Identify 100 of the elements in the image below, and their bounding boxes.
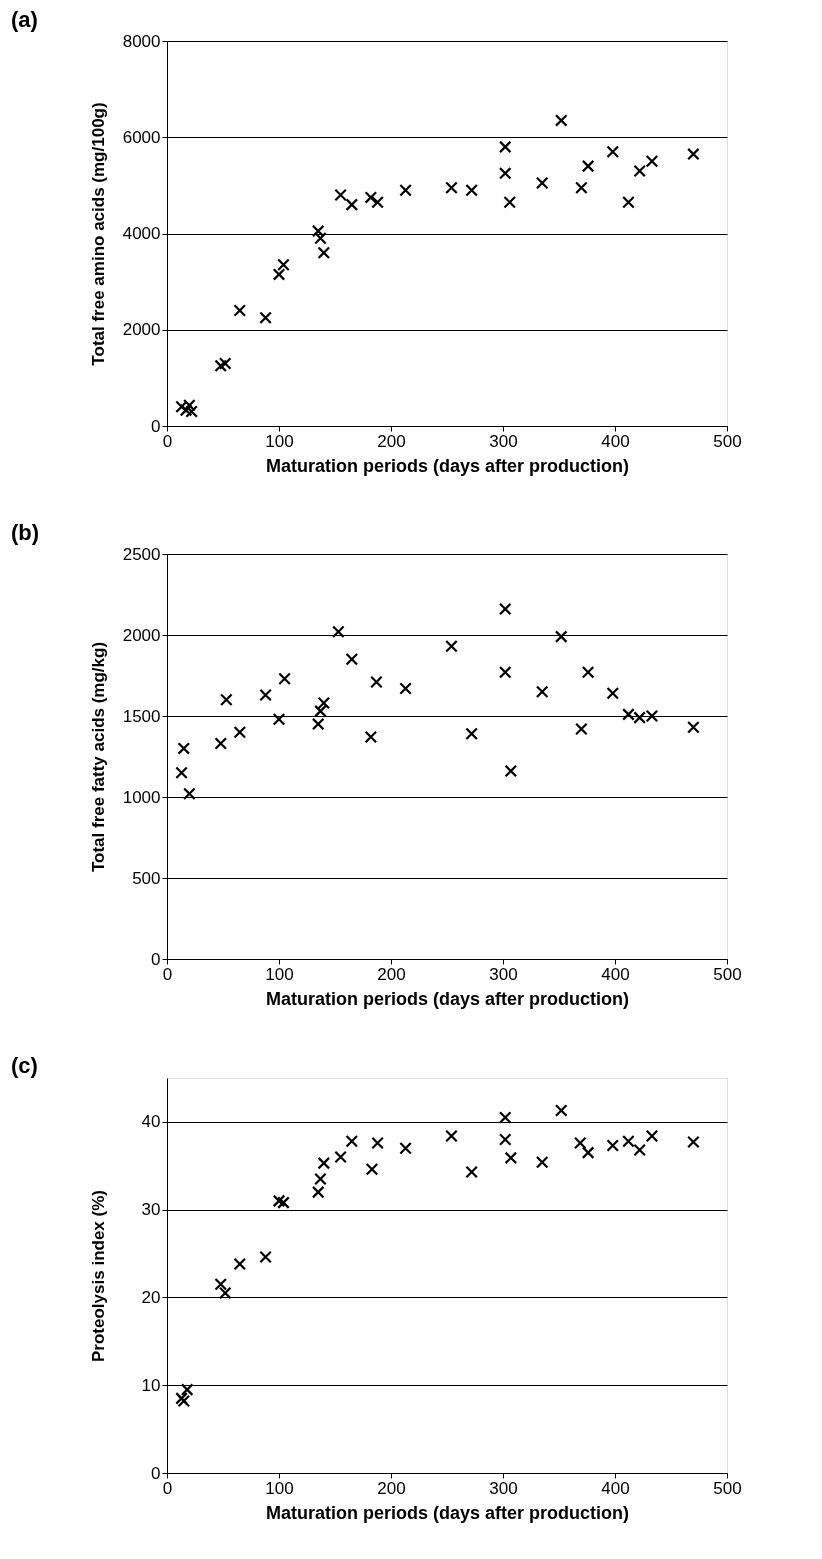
point [272, 712, 286, 726]
point [633, 164, 646, 178]
point [180, 1383, 194, 1396]
y-tick-label: 0 [151, 1463, 161, 1483]
x-axis-title: Maturation periods (days after production) [265, 988, 630, 1009]
x-tick-label: 300 [489, 1478, 518, 1498]
point [687, 147, 700, 161]
y-tick-label: 1500 [122, 706, 161, 726]
point [311, 224, 325, 238]
point [498, 140, 512, 154]
point [272, 268, 286, 281]
point [259, 1250, 272, 1264]
point [581, 159, 595, 173]
point [317, 696, 331, 710]
y-tick-label: 2500 [122, 544, 161, 564]
point [465, 1165, 478, 1179]
point [445, 1129, 458, 1143]
point [581, 665, 595, 679]
point [371, 1136, 384, 1150]
point [535, 176, 549, 190]
point [399, 682, 412, 695]
point [554, 630, 568, 643]
point [214, 737, 228, 750]
point [399, 183, 412, 197]
point [175, 766, 188, 780]
point [183, 787, 196, 801]
point [687, 721, 700, 734]
point [233, 304, 247, 317]
point [177, 742, 191, 755]
y-tick-label: 2000 [122, 320, 161, 340]
point [687, 1135, 700, 1149]
point [498, 167, 512, 180]
chart-title: (c) [11, 1053, 38, 1078]
chart-title: (b) [11, 520, 40, 545]
point [445, 640, 458, 653]
point [399, 1141, 412, 1155]
y-tick-label: 10 [141, 1375, 161, 1395]
y-tick-label: 500 [132, 868, 161, 888]
point [535, 685, 549, 699]
x-tick-label: 200 [377, 1478, 406, 1498]
point [259, 311, 272, 325]
point [498, 602, 512, 616]
point [233, 1257, 247, 1271]
y-tick-label: 20 [141, 1287, 161, 1307]
point [345, 1134, 359, 1148]
y-tick-label: 2000 [122, 625, 161, 645]
point [317, 1156, 331, 1170]
point [214, 359, 228, 373]
point [345, 652, 359, 666]
point [345, 198, 359, 211]
x-tick-label: 400 [601, 431, 630, 451]
x-tick-label: 500 [713, 964, 742, 984]
point [465, 727, 478, 741]
point [371, 195, 384, 209]
x-tick-label: 400 [601, 964, 630, 984]
point [334, 1150, 347, 1164]
point [277, 1196, 290, 1209]
point [314, 1172, 327, 1186]
point [311, 1185, 325, 1199]
point [334, 188, 347, 202]
point [233, 725, 247, 739]
y-tick-label: 4000 [122, 224, 161, 243]
y-axis-title: Total free fatty acids (mg/kg) [88, 641, 108, 873]
x-tick-label: 200 [377, 964, 406, 984]
point [332, 625, 345, 639]
point [575, 181, 588, 195]
point [535, 1155, 549, 1169]
point [465, 183, 478, 197]
point [504, 1151, 518, 1165]
y-axis-title: Total free amino acids (mg/100g) [88, 102, 108, 366]
y-tick-label: 1000 [122, 787, 161, 807]
point [622, 1134, 635, 1148]
x-tick-label: 100 [265, 964, 294, 984]
point [314, 231, 327, 245]
point [277, 258, 290, 272]
point [278, 672, 291, 686]
y-tick-label: 40 [141, 1112, 161, 1132]
point [218, 1286, 232, 1300]
x-tick-label: 200 [377, 431, 406, 451]
point [259, 688, 272, 702]
point [554, 114, 568, 127]
y-tick-label: 0 [151, 416, 161, 436]
point [606, 686, 620, 700]
x-tick-label: 300 [489, 431, 518, 451]
point [645, 1129, 659, 1143]
x-tick-label: 500 [713, 431, 742, 451]
y-tick-label: 6000 [122, 127, 161, 147]
x-tick-label: 100 [265, 431, 294, 451]
point [504, 764, 518, 778]
y-tick-label: 30 [141, 1200, 161, 1220]
point [503, 195, 517, 209]
point [314, 704, 327, 718]
point [311, 717, 325, 731]
point [218, 357, 232, 370]
point [370, 675, 383, 689]
point [606, 1139, 620, 1152]
point [214, 1277, 228, 1291]
point [645, 154, 659, 168]
x-axis-title: Maturation periods (days after production) [265, 455, 630, 476]
point [272, 1194, 286, 1208]
